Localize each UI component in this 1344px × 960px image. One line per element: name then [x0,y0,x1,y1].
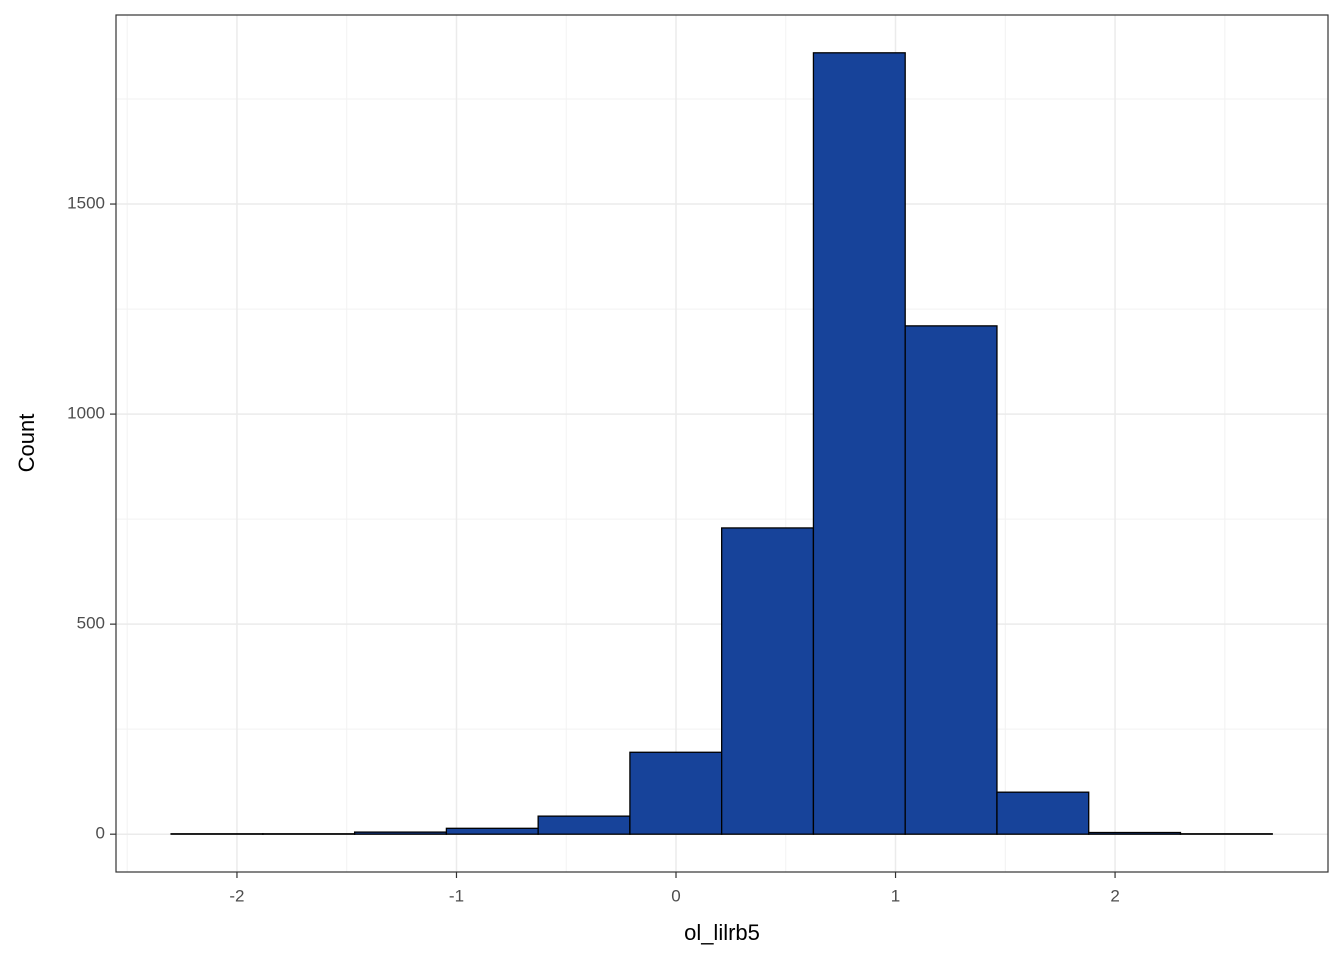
x-tick-label: 1 [891,886,900,905]
x-tick-label: -1 [449,886,464,905]
x-tick-label: -2 [229,886,244,905]
y-axis-title: Count [14,414,39,473]
bar [996,791,1090,835]
bar [1088,831,1182,835]
bar [629,751,723,835]
bar [537,815,631,835]
y-tick-label: 1500 [67,194,105,213]
x-tick-label: 2 [1110,886,1119,905]
bar [904,325,998,835]
panel-border [115,14,1329,873]
x-tick-label: 0 [671,886,680,905]
bar [812,52,906,835]
bar [445,827,539,835]
y-tick-label: 0 [96,824,105,843]
bar [721,527,815,835]
axes: -2 -1 0 1 2 0 500 1000 1500 [67,194,1120,906]
y-tick-label: 500 [77,614,105,633]
bar [353,831,448,835]
y-tick-label: 1000 [67,404,105,423]
x-axis-title: ol_lilrb5 [684,920,760,945]
bars [170,52,1273,835]
